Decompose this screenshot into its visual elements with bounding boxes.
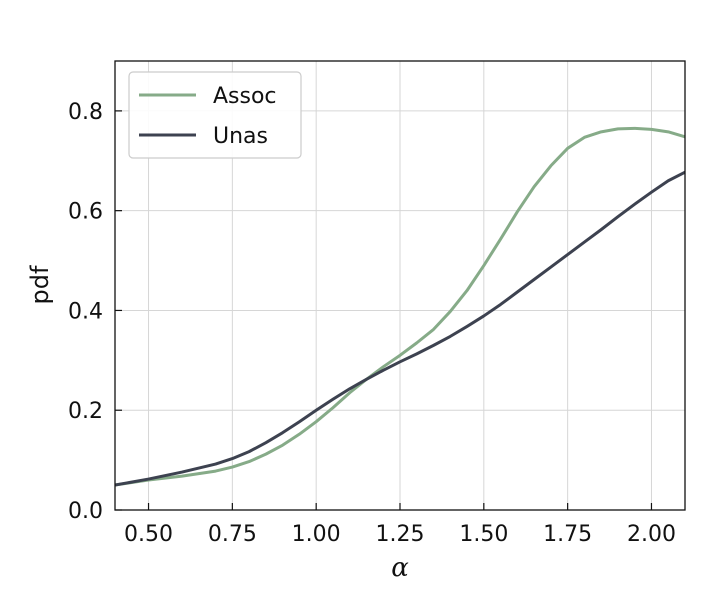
- y-tick-label: 0.6: [68, 200, 103, 225]
- legend-label-unas: Unas: [213, 124, 268, 149]
- series-line-assoc: [115, 126, 685, 487]
- legend-label-assoc: Assoc: [213, 84, 277, 109]
- x-tick-label: 2.00: [627, 522, 676, 547]
- x-tick-label: 0.75: [208, 522, 257, 547]
- x-tick-label: 0.50: [124, 522, 173, 547]
- x-tick-label: 1.75: [543, 522, 592, 547]
- x-tick-label: 1.00: [292, 522, 341, 547]
- y-tick-label: 0.8: [68, 100, 103, 125]
- x-tick-label: 1.50: [459, 522, 508, 547]
- series-lines: [115, 126, 685, 487]
- x-tick-label: 1.25: [376, 522, 425, 547]
- y-tick-label: 0.4: [68, 299, 103, 324]
- axis-ticks: 0.50 0.75 1.00 1.25 1.50 1.75 2.00 0.0 0.2 0.4 0.6…: [68, 100, 676, 547]
- y-tick-label: 0.0: [68, 499, 103, 524]
- y-tick-label: 0.2: [68, 399, 103, 424]
- series-line-unas: [115, 170, 685, 487]
- x-axis-label: α: [391, 553, 409, 583]
- y-axis-label: pdf: [26, 265, 54, 304]
- legend: Assoc Unas: [128, 71, 302, 159]
